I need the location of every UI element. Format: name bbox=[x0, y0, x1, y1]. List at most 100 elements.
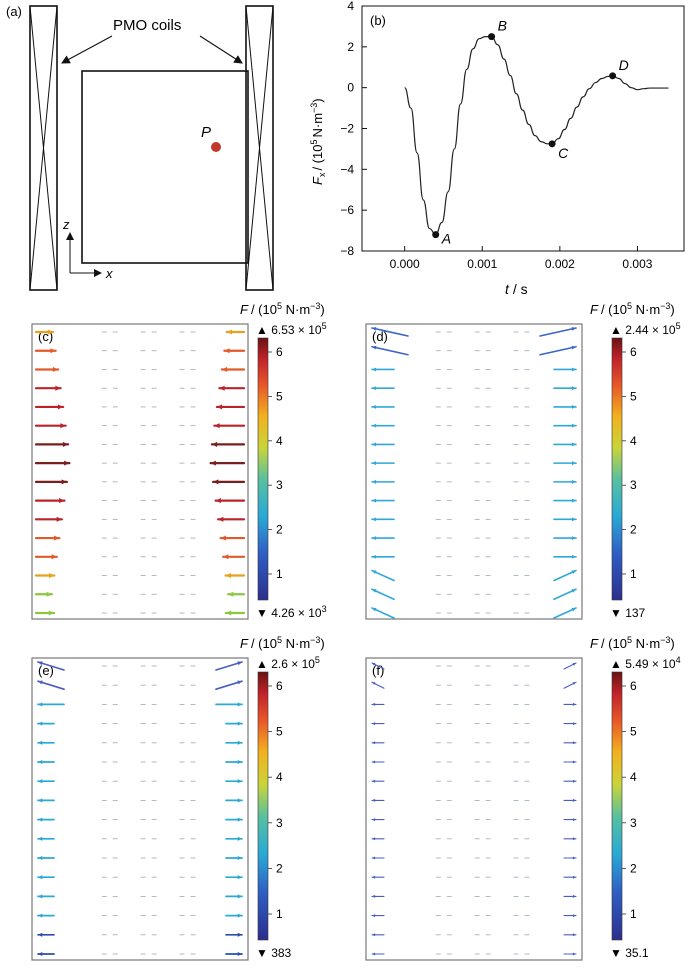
force-arrow bbox=[539, 345, 577, 356]
markers-group: A B C D bbox=[432, 18, 629, 247]
force-arrow-head bbox=[237, 951, 242, 957]
panel-a-tag: (a) bbox=[6, 4, 22, 19]
force-arrow-head bbox=[38, 661, 43, 666]
marker-label-d: D bbox=[619, 57, 629, 73]
workpiece-frame bbox=[31, 657, 249, 961]
force-arrow-head bbox=[50, 348, 56, 354]
force-arrow bbox=[371, 345, 409, 356]
arrow-field bbox=[37, 661, 243, 957]
force-arrow-head bbox=[56, 516, 62, 522]
colorbar-tick-label: 3 bbox=[630, 816, 637, 830]
force-arrow-head bbox=[372, 933, 376, 937]
force-arrow bbox=[539, 327, 577, 337]
force-arrow-head bbox=[38, 894, 43, 899]
force-arrow-head bbox=[237, 721, 242, 726]
y-tick-label: −8 bbox=[340, 244, 354, 258]
workpiece-frame bbox=[365, 657, 583, 961]
colorbar bbox=[257, 337, 269, 601]
workpiece bbox=[81, 70, 249, 264]
y-tick-label: −2 bbox=[340, 122, 354, 136]
force-arrow-head bbox=[59, 498, 65, 504]
force-arrow-head bbox=[219, 385, 225, 391]
x-tick-label: 0.001 bbox=[467, 257, 497, 271]
force-arrow-head bbox=[237, 661, 242, 666]
arrow-field bbox=[34, 329, 246, 616]
force-arrow-head bbox=[372, 326, 377, 331]
series-line bbox=[404, 36, 669, 236]
x-tick-label: 0.000 bbox=[390, 257, 420, 271]
force-arrow-head bbox=[571, 442, 576, 447]
colorbar-tick-label: 1 bbox=[276, 567, 283, 581]
force-arrow-head bbox=[52, 366, 59, 373]
force-arrow bbox=[215, 680, 243, 691]
force-arrow-head bbox=[372, 404, 377, 409]
force-arrow-head bbox=[216, 404, 223, 410]
marker-point-b bbox=[488, 33, 496, 41]
force-arrow-head bbox=[372, 554, 377, 559]
field-panel-d: F / (105 N·m−3) (d) 6 5 4 3 2 1 ▲ 2.44 × 105 ▼ 137 bbox=[365, 301, 681, 620]
panel-b-chart: (b) 4 2 0 −2 −4 −6 −8 0.000 0.001 0.002 0.003 A B C… bbox=[309, 0, 685, 297]
force-arrow-head bbox=[372, 914, 376, 918]
force-arrow-head bbox=[372, 607, 377, 612]
force-arrow bbox=[37, 680, 65, 691]
force-arrow-head bbox=[372, 461, 377, 466]
force-arrow-head bbox=[38, 779, 43, 784]
force-arrow-head bbox=[372, 952, 376, 956]
panel-tag: (f) bbox=[372, 663, 384, 678]
colorbar-min-label: ▼ 137 bbox=[610, 606, 646, 620]
force-arrow-head bbox=[372, 682, 376, 685]
force-arrow-head bbox=[38, 680, 43, 685]
coils-label: PMO coils bbox=[113, 17, 181, 34]
arrow-field bbox=[371, 326, 577, 619]
coils-pointer-right bbox=[199, 35, 243, 64]
force-arrow bbox=[215, 661, 243, 671]
force-arrow-head bbox=[38, 855, 43, 861]
force-arrow-head bbox=[38, 702, 43, 707]
force-arrow-head bbox=[221, 366, 228, 373]
point-p bbox=[211, 142, 221, 152]
colorbar-min-label: ▼ 35.1 bbox=[610, 946, 649, 960]
force-arrow-head bbox=[226, 610, 232, 616]
force-arrow-head bbox=[571, 536, 576, 541]
panel-b-tag: (b) bbox=[370, 13, 386, 28]
colorbar-tick-label: 4 bbox=[630, 770, 637, 784]
force-arrow-head bbox=[55, 385, 61, 391]
y-tick-label: 4 bbox=[347, 0, 354, 13]
force-arrow-head bbox=[571, 345, 576, 350]
force-arrow-head bbox=[237, 932, 242, 937]
colorbar bbox=[611, 337, 623, 601]
colorbar-tick-label: 4 bbox=[630, 434, 637, 448]
force-arrow bbox=[37, 661, 65, 671]
force-arrow-head bbox=[571, 404, 576, 409]
force-arrow-head bbox=[213, 479, 219, 485]
force-arrow-head bbox=[571, 423, 576, 428]
force-arrow-head bbox=[237, 836, 242, 841]
force-arrow-head bbox=[372, 479, 377, 484]
force-arrow-head bbox=[572, 741, 576, 745]
colorbar-tick-label: 2 bbox=[276, 523, 283, 537]
marker-point-a bbox=[432, 231, 440, 239]
force-arrow bbox=[371, 327, 409, 337]
force-arrow-head bbox=[47, 329, 54, 335]
colorbar bbox=[257, 671, 269, 941]
colorbar-tick-label: 4 bbox=[276, 434, 283, 448]
force-arrow-head bbox=[372, 570, 377, 575]
force-arrow-head bbox=[64, 460, 70, 466]
force-arrow-head bbox=[572, 682, 576, 685]
series-group bbox=[404, 36, 669, 236]
colorbar-max-label: ▲ 6.53 × 105 bbox=[256, 321, 327, 337]
y-tick-label: −4 bbox=[340, 162, 354, 176]
force-arrow-head bbox=[372, 442, 377, 447]
force-arrow-head bbox=[571, 326, 576, 331]
force-arrow-head bbox=[38, 875, 43, 880]
force-arrow-head bbox=[237, 740, 242, 745]
force-arrow-head bbox=[38, 721, 43, 726]
force-arrow-head bbox=[38, 759, 43, 765]
force-arrow-head bbox=[372, 345, 377, 350]
force-arrow-head bbox=[226, 329, 233, 335]
force-arrow-head bbox=[225, 572, 231, 579]
force-arrow-head bbox=[372, 367, 377, 372]
force-arrow-head bbox=[372, 894, 376, 898]
